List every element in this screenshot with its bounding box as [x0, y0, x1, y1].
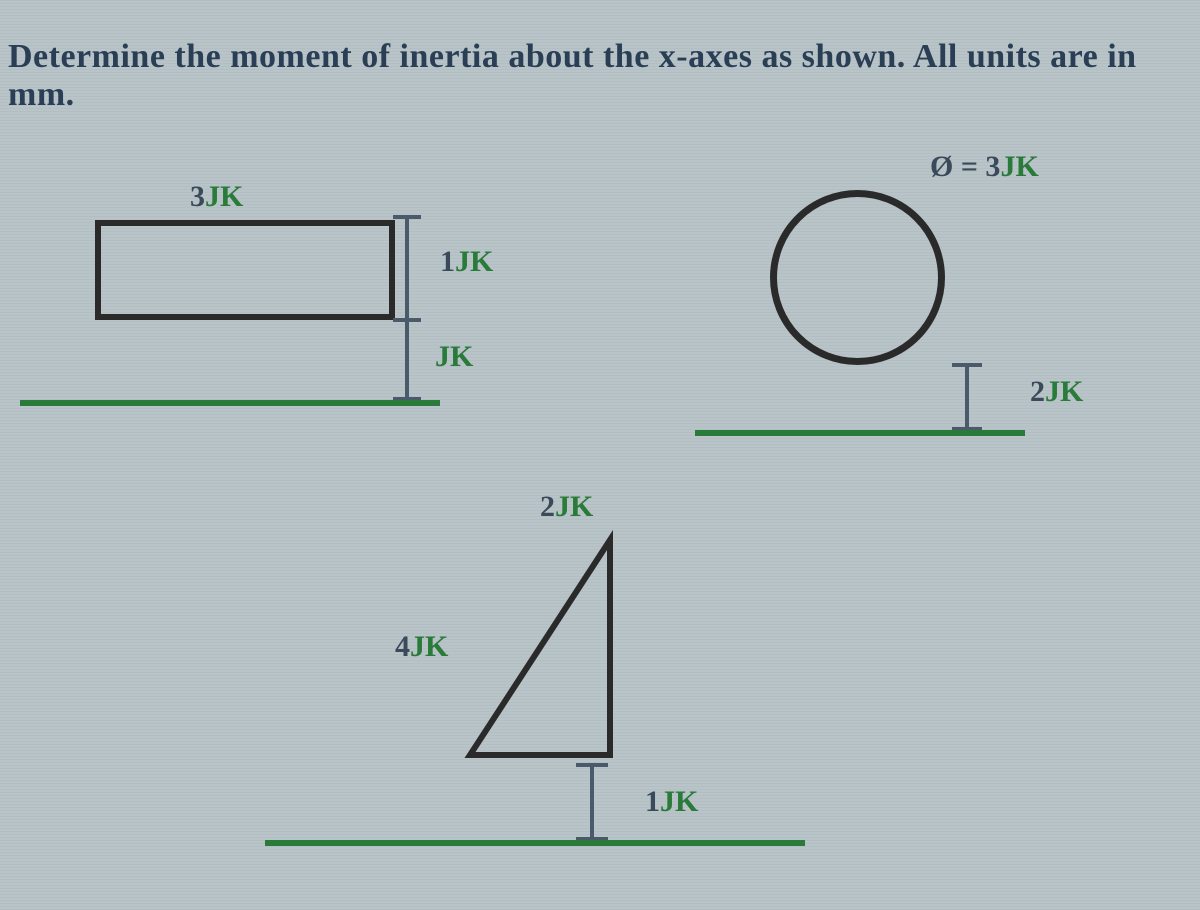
triangle-dim-bar: [590, 765, 594, 840]
problem-title: Determine the moment of inertia about th…: [8, 38, 1200, 114]
rectangle-dim-cap-top: [393, 215, 421, 219]
rectangle-dim-bar: [405, 215, 409, 400]
circle-diam-jk: JK: [1000, 150, 1038, 183]
rectangle-width-label: 3JK: [190, 180, 243, 214]
triangle-x-axis: [265, 840, 805, 846]
rect-height-jk: JK: [455, 245, 493, 278]
circle-offset-label: 2JK: [1030, 375, 1083, 409]
tri-offset-jk: JK: [660, 785, 698, 818]
rect-width-prefix: 3: [190, 180, 205, 213]
tri-offset-prefix: 1: [645, 785, 660, 818]
tri-base-jk: JK: [555, 490, 593, 523]
tri-base-prefix: 2: [540, 490, 555, 523]
tri-height-jk: JK: [410, 630, 448, 663]
rect-width-jk: JK: [205, 180, 243, 213]
circle-shape: [770, 190, 945, 365]
rect-offset-jk: JK: [435, 340, 473, 373]
triangle-dim-cap-top: [576, 763, 608, 767]
circle-diam-prefix: Ø = 3: [930, 150, 1000, 183]
circle-offset-prefix: 2: [1030, 375, 1045, 408]
triangle-shape: [460, 530, 620, 765]
circle-offset-jk: JK: [1045, 375, 1083, 408]
rectangle-offset-label: JK: [435, 340, 473, 374]
rectangle-x-axis: [20, 400, 440, 406]
circle-x-axis: [695, 430, 1025, 436]
rectangle-height-label: 1JK: [440, 245, 493, 279]
triangle-base-label: 2JK: [540, 490, 593, 524]
triangle-height-label: 4JK: [395, 630, 448, 664]
rectangle-dim-cap-mid: [393, 318, 421, 322]
circle-dim-bar: [965, 365, 969, 430]
rectangle-shape: [95, 220, 395, 320]
rect-height-prefix: 1: [440, 245, 455, 278]
circle-dim-cap-top: [952, 363, 982, 367]
triangle-offset-label: 1JK: [645, 785, 698, 819]
circle-diameter-label: Ø = 3JK: [930, 150, 1039, 184]
tri-height-prefix: 4: [395, 630, 410, 663]
